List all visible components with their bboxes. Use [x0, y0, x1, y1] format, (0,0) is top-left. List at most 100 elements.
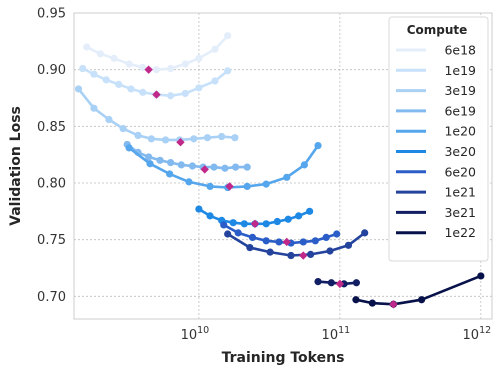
- legend-label: 1e19: [444, 63, 476, 78]
- x-tick-base: 10: [181, 328, 198, 343]
- legend-label: 3e21: [444, 205, 476, 220]
- data-point: [147, 135, 155, 143]
- x-axis-title: Training Tokens: [222, 350, 345, 366]
- legend-entry: 3e19: [396, 83, 476, 98]
- x-tick-exponent: 10: [197, 325, 209, 336]
- legend-entry: 1e21: [396, 185, 476, 200]
- data-point: [224, 32, 232, 40]
- data-point: [314, 278, 322, 286]
- data-point: [246, 244, 254, 252]
- data-point: [477, 272, 485, 280]
- data-point: [102, 76, 110, 84]
- data-point: [352, 296, 360, 304]
- x-tick-label: 1011: [322, 325, 351, 343]
- legend-items: 6e18 1e19 3e19 6e19 1e20 3e20 6e20 1e21 3e21 1e22: [396, 43, 476, 240]
- data-point: [110, 54, 118, 62]
- data-point: [307, 250, 315, 258]
- y-axis-title: Validation Loss: [8, 106, 24, 226]
- legend-entry: 1e19: [396, 63, 476, 78]
- data-point: [181, 89, 189, 98]
- x-tick-base: 10: [463, 328, 480, 343]
- data-point: [125, 144, 133, 152]
- data-point: [229, 219, 237, 227]
- data-point: [166, 170, 174, 178]
- optimum-marker: [176, 138, 185, 147]
- x-tick-label: 1010: [181, 325, 210, 343]
- series-6e18: [83, 32, 232, 74]
- data-point: [206, 212, 214, 220]
- data-point: [333, 230, 341, 238]
- data-point: [156, 156, 164, 164]
- legend-label: 1e20: [444, 124, 476, 139]
- optimum-marker: [282, 237, 291, 247]
- legend-entry: 6e20: [396, 164, 476, 179]
- data-point: [167, 92, 175, 100]
- x-tick-exponent: 12: [479, 325, 491, 336]
- data-point: [139, 88, 147, 96]
- optimum-marker: [299, 251, 308, 260]
- series-1e22: [352, 272, 485, 309]
- data-point: [314, 142, 322, 150]
- legend-label: 3e20: [444, 144, 476, 159]
- data-point: [224, 230, 232, 238]
- data-point: [119, 125, 127, 133]
- legend-title: Compute: [407, 23, 468, 37]
- optimum-marker: [144, 65, 153, 74]
- x-tick-base: 10: [322, 328, 339, 343]
- legend-entry: 1e22: [396, 225, 476, 240]
- plot-frame: [73, 12, 493, 320]
- data-point: [240, 220, 248, 228]
- y-tick-label: 0.75: [37, 233, 66, 248]
- data-point: [418, 296, 426, 304]
- data-point: [262, 237, 270, 245]
- series-layer: [74, 32, 485, 309]
- legend-label: 6e18: [444, 43, 476, 58]
- data-point: [139, 63, 147, 71]
- data-point: [243, 163, 251, 171]
- data-point: [210, 163, 218, 171]
- optimum-marker: [335, 279, 345, 289]
- x-tick-exponent: 11: [338, 325, 350, 336]
- data-point: [322, 233, 330, 241]
- legend-label: 1e21: [444, 185, 476, 200]
- data-point: [115, 80, 123, 88]
- data-point: [145, 153, 153, 161]
- data-point: [146, 160, 154, 168]
- x-tick-label: 1012: [463, 325, 492, 343]
- y-tick-label: 0.85: [37, 120, 66, 135]
- data-point: [90, 70, 98, 78]
- legend-entry: 6e18: [396, 43, 476, 58]
- data-point: [161, 136, 170, 144]
- data-point: [243, 182, 251, 190]
- data-point: [181, 60, 189, 68]
- data-point: [262, 220, 270, 228]
- data-point: [90, 104, 98, 112]
- data-point: [306, 207, 314, 215]
- series-6e19: [123, 140, 251, 174]
- data-point: [195, 84, 203, 92]
- series-6e20: [220, 221, 341, 247]
- data-point: [167, 159, 175, 167]
- y-tick-label: 0.80: [37, 177, 66, 192]
- data-point: [206, 182, 214, 190]
- data-point: [266, 248, 274, 256]
- legend-label: 1e22: [444, 225, 476, 240]
- data-point: [273, 217, 281, 226]
- data-point: [287, 251, 295, 260]
- legend-label: 6e19: [444, 103, 476, 118]
- data-point: [221, 164, 229, 172]
- legend-label: 6e20: [444, 164, 476, 179]
- data-point: [234, 229, 242, 237]
- data-point: [352, 279, 361, 287]
- data-point: [248, 233, 257, 241]
- data-point: [211, 77, 219, 85]
- legend-label: 3e19: [444, 83, 476, 98]
- data-point: [190, 135, 198, 143]
- data-point: [231, 163, 240, 171]
- y-tick-label: 0.95: [37, 7, 66, 22]
- data-point: [96, 50, 104, 58]
- y-tick-label: 0.70: [37, 290, 66, 305]
- data-point: [295, 212, 303, 220]
- data-point: [125, 60, 133, 68]
